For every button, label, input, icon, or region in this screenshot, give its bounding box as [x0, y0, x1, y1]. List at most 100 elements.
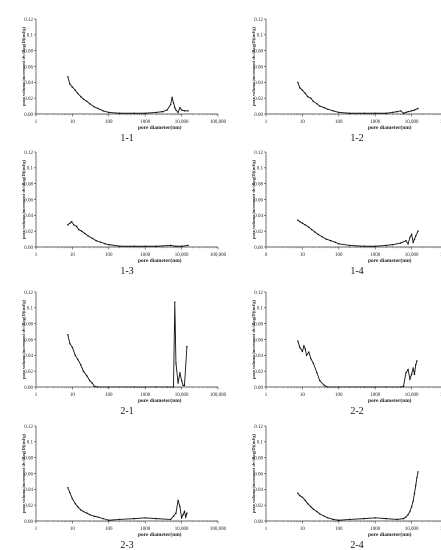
y-tick-label: 0.08: [24, 182, 33, 187]
data-point: [410, 110, 413, 112]
data-point: [104, 243, 107, 245]
data-point: [108, 111, 110, 114]
x-axis-label: pore diameter(nm): [138, 124, 182, 131]
x-tick-label: 10: [70, 393, 76, 398]
x-tick-label: 10,000: [405, 527, 419, 532]
data-point: [304, 499, 307, 502]
data-point: [91, 382, 93, 384]
data-point: [177, 111, 179, 114]
data-point: [334, 241, 337, 243]
series-line-1-2: [297, 82, 419, 114]
data-point: [299, 494, 301, 497]
data-point: [409, 510, 411, 513]
data-point: [310, 357, 312, 360]
y-tick-label: 0.00: [24, 113, 33, 118]
y-tick-label: 0.12: [254, 425, 263, 430]
x-tick-label: 10,000: [405, 393, 419, 398]
data-point: [332, 518, 334, 521]
data-point: [166, 386, 168, 388]
y-tick-label: 0.12: [254, 18, 263, 23]
data-point: [80, 364, 82, 366]
panel-caption: 1-3: [120, 266, 133, 277]
data-point: [67, 487, 69, 489]
data-point: [319, 105, 321, 107]
data-point: [119, 112, 121, 114]
y-tick-label: 0.12: [254, 151, 263, 156]
data-point: [133, 245, 135, 247]
data-point: [299, 220, 301, 223]
data-point: [316, 510, 318, 513]
data-point: [297, 219, 299, 221]
x-tick-label: 100: [335, 393, 343, 398]
x-tick-label: 10,000: [175, 253, 189, 258]
data-point: [327, 108, 329, 110]
y-tick-label: 0.06: [24, 65, 33, 70]
y-axis-label: pore volume increment dv/dlog(D)(ml/g): [251, 300, 256, 380]
data-point: [86, 512, 88, 514]
x-tick-label: 10: [70, 120, 76, 125]
panel-caption: 2-3: [120, 540, 133, 550]
panel-caption: 2-4: [350, 540, 363, 550]
y-tick-label: 0.06: [254, 198, 263, 203]
y-tick-label: 0.08: [254, 322, 263, 327]
x-tick-label: 1: [265, 120, 268, 125]
data-point: [338, 519, 340, 521]
chart-panel-1-2: pore volume increment dv/dlog(D)(ml/g)0.…: [251, 18, 441, 144]
x-tick-label: 1000: [370, 393, 381, 398]
data-point: [396, 518, 398, 521]
data-point: [180, 517, 183, 519]
y-axis-label: pore volume increment dv/dlog(D)(ml/g): [251, 160, 256, 240]
data-point: [182, 513, 184, 516]
data-point: [91, 237, 93, 240]
y-tick-label: 0.04: [24, 214, 33, 219]
data-point: [325, 238, 327, 240]
x-tick-label: 1000: [140, 253, 151, 258]
x-axis-label: pore diameter(nm): [138, 531, 182, 538]
y-tick-label: 0.1: [27, 307, 34, 312]
data-point: [169, 518, 172, 521]
data-point: [76, 92, 79, 95]
x-tick-label: 10: [70, 253, 76, 258]
x-tick-label: 100,000: [210, 120, 227, 125]
y-axis-label: pore volume increment dv/dlog(D)(ml/g): [21, 27, 26, 107]
y-tick-label: 0.1: [257, 441, 264, 446]
y-tick-label: 0.00: [24, 520, 33, 525]
x-axis-label: pore diameter(nm): [368, 124, 412, 131]
data-point: [407, 243, 409, 245]
data-point: [95, 239, 97, 242]
data-point: [183, 110, 186, 112]
data-point: [97, 107, 99, 110]
data-point: [402, 517, 405, 520]
data-point: [338, 386, 340, 388]
y-tick-label: 0.1: [27, 441, 34, 446]
data-point: [297, 492, 299, 495]
x-tick-label: 100,000: [440, 120, 441, 125]
data-point: [301, 89, 304, 91]
y-tick-label: 0.02: [24, 370, 33, 375]
data-point: [304, 92, 307, 95]
data-point: [179, 106, 181, 109]
x-tick-label: 1000: [370, 527, 381, 532]
x-axis-label: pore diameter(nm): [368, 531, 412, 538]
data-point: [99, 241, 102, 243]
data-point: [74, 354, 77, 357]
y-tick-label: 0.04: [254, 488, 263, 493]
data-point: [80, 95, 82, 98]
y-tick-label: 0.02: [254, 230, 263, 235]
data-point: [310, 97, 312, 99]
data-point: [108, 519, 110, 521]
data-point: [180, 245, 183, 247]
y-axis-label: pore volume increment dv/dlog(D)(ml/g): [251, 434, 256, 514]
data-point: [416, 476, 418, 479]
x-tick-label: 1000: [140, 393, 151, 398]
data-point: [385, 244, 387, 247]
chart-panel-1-3: pore volume increment dv/dlog(D)(ml/g)0.…: [21, 151, 227, 277]
y-tick-label: 0.1: [27, 167, 34, 172]
data-point: [413, 109, 416, 111]
data-point: [175, 245, 177, 247]
data-point: [405, 516, 407, 518]
data-point: [78, 228, 80, 231]
x-tick-label: 10,000: [405, 253, 419, 258]
y-axis-label: pore volume increment dv/dlog(D)(ml/g): [21, 300, 26, 380]
data-point: [67, 334, 69, 336]
